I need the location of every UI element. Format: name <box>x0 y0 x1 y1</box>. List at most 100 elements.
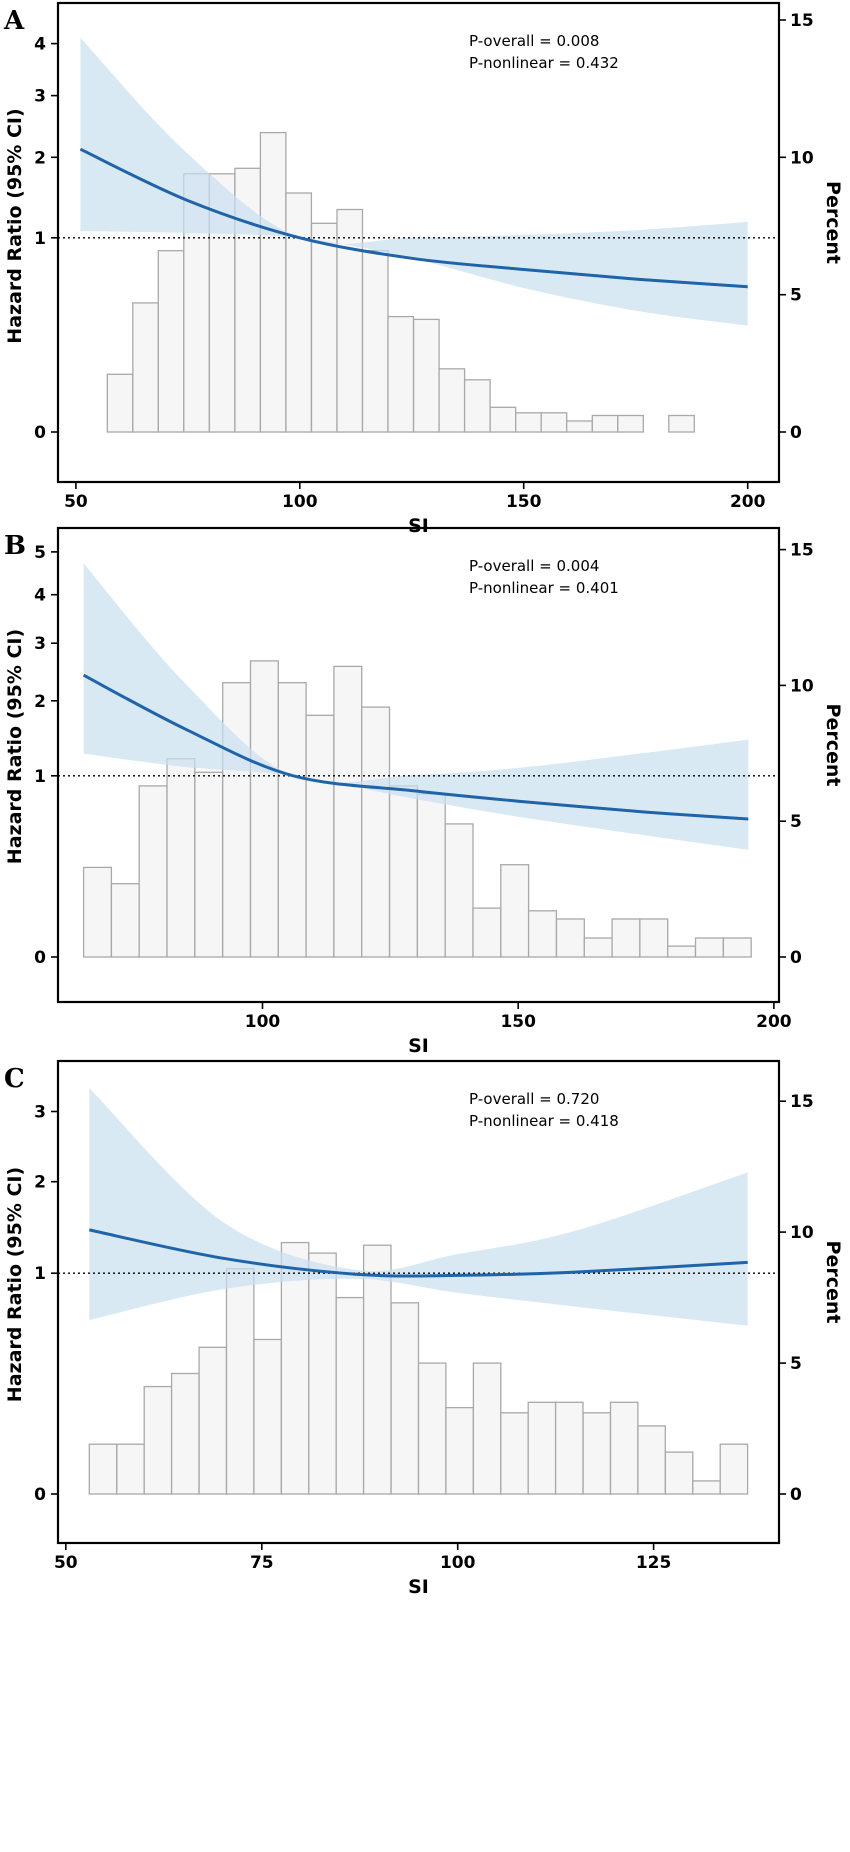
hazard-ratio-curve <box>79 147 748 289</box>
x-tick-label: 100 <box>440 1553 476 1573</box>
hr-tick-label: 0 <box>34 423 46 443</box>
hr-tick-label: 3 <box>34 1103 46 1123</box>
histogram-bar <box>472 907 502 958</box>
p-overall-label: P-overall = 0.720 <box>469 1090 599 1108</box>
histogram-bar <box>225 1268 255 1495</box>
histogram-bar <box>555 918 585 958</box>
percent-tick-label: 5 <box>790 286 802 306</box>
hr-tick-label: 2 <box>34 148 46 168</box>
histogram-bar <box>336 208 364 433</box>
hr-tick-label: 1 <box>34 767 46 787</box>
percent-tick-label: 15 <box>790 1092 814 1112</box>
histogram-bar <box>166 758 196 958</box>
x-tick-label: 150 <box>500 1012 536 1032</box>
hr-tick-label: 5 <box>34 543 46 563</box>
x-tick-label: 50 <box>54 1553 78 1573</box>
histogram-bar <box>500 1412 529 1495</box>
y2-axis-title: Percent <box>822 704 844 787</box>
histogram-bar <box>387 315 415 433</box>
hr-tick-label: 0 <box>34 948 46 968</box>
histogram-bar <box>361 706 391 958</box>
p-nonlinear-label: P-nonlinear = 0.401 <box>469 579 619 597</box>
hazard-ratio-curve <box>88 1228 748 1278</box>
confidence-band <box>80 37 748 326</box>
histogram-bar <box>277 682 307 958</box>
histogram <box>88 1241 749 1495</box>
histogram-bar <box>116 1443 145 1495</box>
histogram-bar <box>253 1338 282 1495</box>
histogram-bar <box>664 1451 694 1495</box>
hr-tick-label: 3 <box>34 87 46 107</box>
percent-tick-label: 10 <box>790 148 814 168</box>
x-tick-label: 200 <box>730 492 766 512</box>
hr-tick-label: 2 <box>34 1173 46 1193</box>
histogram-bar <box>106 373 134 433</box>
histogram-bar <box>694 937 724 958</box>
chart-panel-a: 0 1 2 3 4 0 5 10 15 50 100 150 200 SI Hazard Ratio (95… <box>3 1 844 537</box>
histogram-bar <box>463 379 491 433</box>
percent-tick-label: 15 <box>790 11 814 31</box>
histogram-bar <box>692 1480 721 1495</box>
histogram-bar <box>143 1385 173 1495</box>
histogram-bar <box>515 412 542 433</box>
histogram-bar <box>88 1443 118 1495</box>
histogram-bar <box>554 1401 584 1495</box>
percent-tick-label: 0 <box>790 423 802 443</box>
plot-frame <box>56 526 781 1004</box>
p-overall-label: P-overall = 0.008 <box>469 32 599 50</box>
confidence-band <box>89 1088 748 1326</box>
x-tick-label: 100 <box>282 492 318 512</box>
histogram-bar <box>445 1406 474 1495</box>
histogram-bar <box>310 222 338 433</box>
histogram-bar <box>667 945 697 958</box>
histogram-bar <box>719 1443 749 1495</box>
percent-tick-label: 10 <box>790 1223 814 1243</box>
p-nonlinear-label: P-nonlinear = 0.432 <box>469 54 619 72</box>
p-overall-label: P-overall = 0.004 <box>469 557 599 575</box>
hazard-ratio-curve <box>82 673 749 821</box>
confidence-band <box>83 563 749 850</box>
hr-tick-label: 1 <box>34 229 46 249</box>
histogram-bar <box>194 771 224 958</box>
histogram-bar <box>611 918 641 958</box>
chart-panel-b: 0 1 2 3 4 5 0 5 10 15 100 150 200 SI Hazard Ratio (95%… <box>4 526 844 1057</box>
histogram-bar <box>285 192 313 433</box>
histogram-bar <box>333 665 363 958</box>
histogram-bar <box>170 1372 200 1495</box>
histogram-bar <box>362 1244 392 1495</box>
histogram-bar <box>617 414 644 433</box>
panel-label: C <box>4 1064 25 1094</box>
histogram-bar <box>527 1401 557 1495</box>
panel-label: A <box>3 6 25 36</box>
plot-frame <box>56 1059 781 1545</box>
histogram-bar <box>444 823 474 958</box>
x-tick-label: 100 <box>245 1012 281 1032</box>
hr-tick-label: 4 <box>34 35 46 55</box>
x-axis-title: SI <box>408 1576 429 1598</box>
histogram-bar <box>198 1346 228 1495</box>
histogram-bar <box>639 918 669 958</box>
histogram-bar <box>472 1362 502 1495</box>
histogram-bar <box>305 714 335 958</box>
x-tick-label: 200 <box>756 1012 792 1032</box>
hr-tick-label: 3 <box>34 634 46 654</box>
histogram-bar <box>500 864 530 958</box>
histogram-bar <box>540 412 568 433</box>
p-nonlinear-label: P-nonlinear = 0.418 <box>469 1112 619 1130</box>
plot-frame <box>56 1 781 484</box>
x-axis-title: SI <box>408 515 429 537</box>
histogram-bar <box>417 1362 447 1495</box>
hr-tick-label: 4 <box>34 586 46 606</box>
histogram-bar <box>609 1401 639 1495</box>
chart-panel-c: 0 1 2 3 0 5 10 15 50 75 100 125 SI Hazard Ratio (95% … <box>4 1059 844 1598</box>
percent-tick-label: 10 <box>790 676 814 696</box>
histogram-bar <box>157 250 185 433</box>
histogram-bar <box>438 368 466 433</box>
histogram-bar <box>583 937 613 958</box>
histogram-bar <box>361 250 389 433</box>
x-tick-label: 125 <box>636 1553 672 1573</box>
histogram-bar <box>668 414 695 433</box>
histogram-bar <box>132 302 159 433</box>
x-tick-label: 50 <box>64 492 88 512</box>
x-tick-label: 150 <box>506 492 542 512</box>
